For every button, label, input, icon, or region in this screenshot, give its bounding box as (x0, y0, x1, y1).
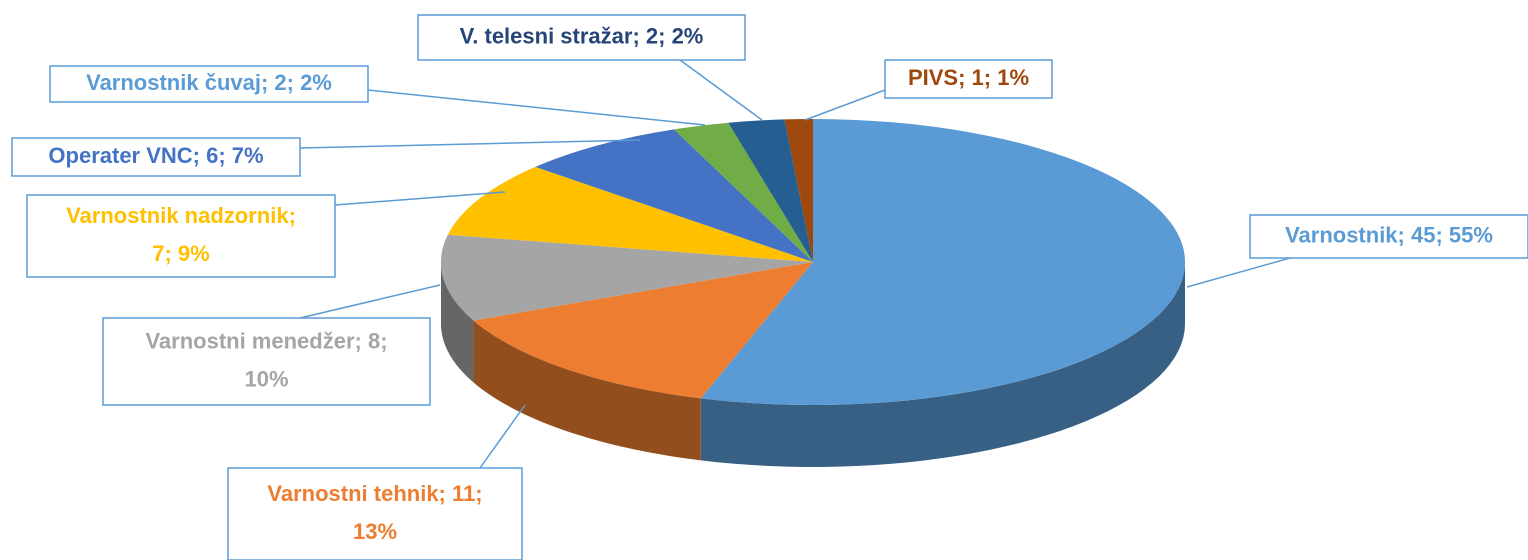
leader-line (1186, 257, 1291, 288)
slice (473, 262, 813, 399)
leader-line (334, 191, 506, 206)
slice (728, 119, 813, 263)
label-box (417, 14, 746, 61)
leader-line (299, 284, 441, 319)
slice-side (700, 262, 1185, 467)
slice (447, 166, 813, 262)
data-label: Varnostnik čuvaj; 2; 2% (86, 70, 332, 95)
leader-line (479, 404, 526, 469)
label-box (227, 467, 523, 560)
data-label: Varnostni menedžer; 8; (145, 328, 387, 353)
leader-line (804, 89, 886, 121)
data-label: 7; 9% (152, 241, 209, 266)
label-box (884, 59, 1053, 99)
slice (673, 122, 813, 262)
label-box (11, 137, 301, 177)
data-label: Varnostnik nadzornik; (66, 203, 296, 228)
data-label: Operater VNC; 6; 7% (48, 143, 263, 168)
label-box (49, 65, 369, 103)
data-label: PIVS; 1; 1% (908, 65, 1029, 90)
label-box (26, 194, 336, 278)
leader-line (299, 139, 641, 149)
data-label: 13% (353, 519, 397, 544)
label-box (102, 317, 431, 406)
label-box (1249, 214, 1528, 259)
leader-line (367, 89, 706, 126)
slice (784, 119, 813, 262)
slice (535, 129, 813, 262)
slice (700, 119, 1185, 406)
slice-side (473, 320, 701, 461)
slice (441, 234, 813, 321)
slice-side (441, 262, 474, 383)
data-label: Varnostni tehnik; 11; (267, 481, 482, 506)
data-label: Varnostnik; 45; 55% (1285, 222, 1493, 247)
data-label: V. telesni stražar; 2; 2% (460, 23, 704, 48)
data-label: 10% (244, 366, 288, 391)
leader-line (679, 59, 763, 121)
